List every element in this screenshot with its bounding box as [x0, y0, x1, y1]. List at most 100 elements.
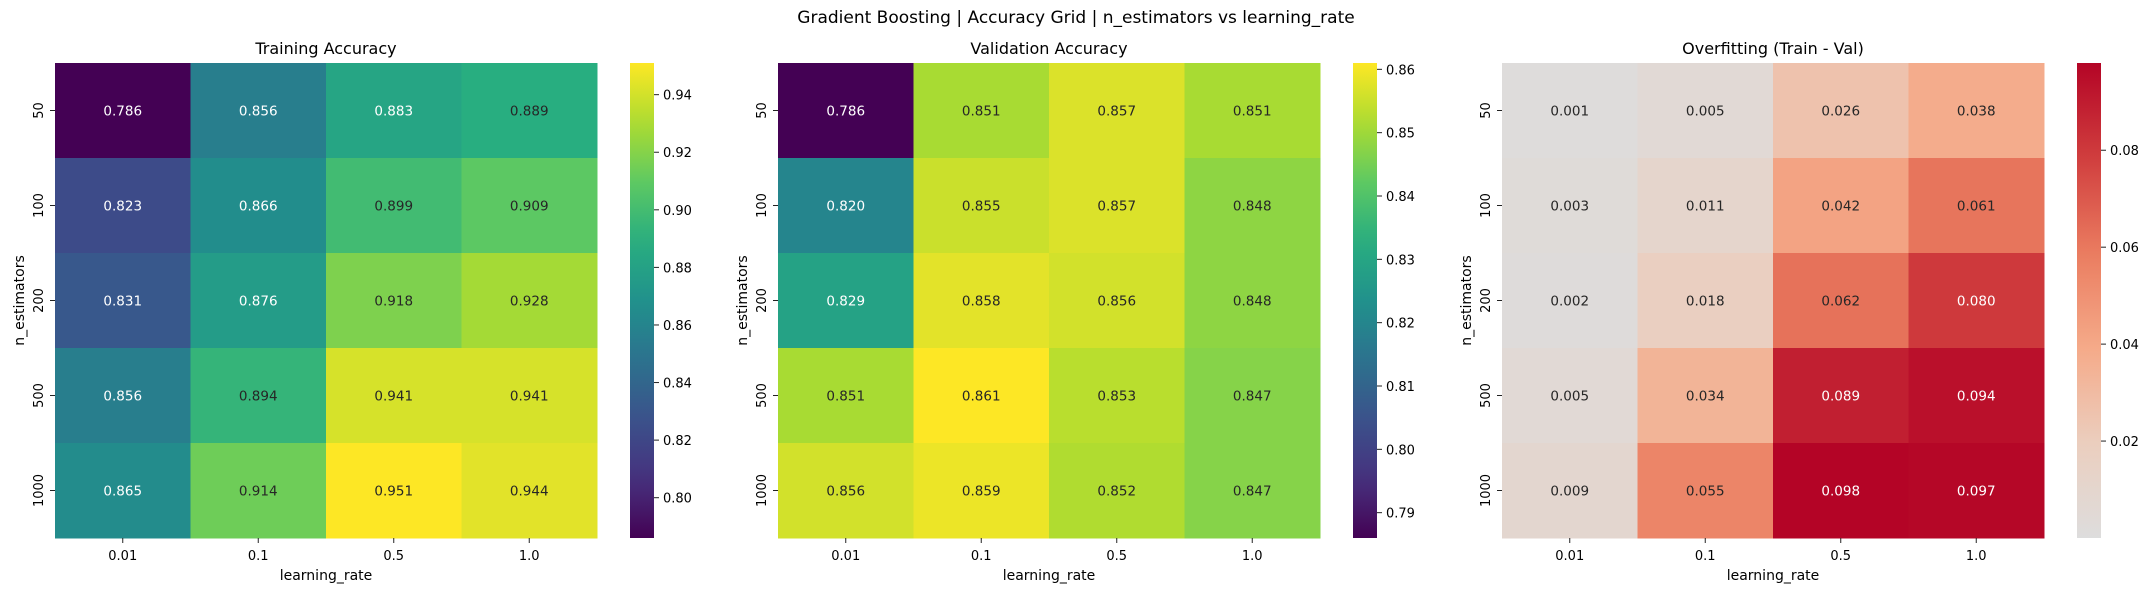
heatmap-cell [1502, 253, 1638, 349]
colorbar-tick-label: 0.79 [1386, 507, 1415, 522]
y-tick-label: 1000 [1479, 474, 1494, 507]
colorbar-tick-label: 0.90 [663, 204, 692, 219]
heatmap-cell [913, 348, 1050, 444]
y-tick-label: 1000 [755, 474, 770, 507]
panel-title: Validation Accuracy [970, 39, 1127, 58]
heatmap-cell [326, 158, 462, 254]
y-axis-label: n_estimators [12, 255, 28, 345]
heatmap-cell [1637, 348, 1774, 444]
heatmap-cell [778, 63, 914, 159]
cell-value-label: 0.061 [1957, 199, 1996, 215]
heatmap-cell [1773, 63, 1909, 159]
heatmap-cell [55, 253, 191, 349]
cell-value-label: 0.941 [374, 389, 413, 405]
heatmap-cell [190, 443, 327, 539]
cell-value-label: 0.914 [239, 484, 278, 500]
heatmap-cell [1502, 158, 1638, 254]
heatmap-cell [913, 443, 1050, 539]
colorbar-tick-label: 0.84 [1386, 190, 1415, 205]
cell-value-label: 0.856 [103, 389, 142, 405]
heatmap-cell [461, 63, 598, 159]
x-tick-label: 0.1 [971, 549, 992, 564]
colorbar-tick-label: 0.88 [663, 261, 692, 276]
x-tick-label: 0.1 [248, 549, 269, 564]
cell-value-label: 0.876 [239, 294, 278, 310]
heatmap-cell [778, 158, 914, 254]
cell-value-label: 0.034 [1686, 389, 1725, 405]
heatmap-cell [55, 348, 191, 444]
cell-value-label: 0.928 [510, 294, 549, 310]
colorbar-tick-label: 0.86 [1386, 63, 1415, 78]
x-tick-label: 0.5 [1830, 549, 1851, 564]
cell-value-label: 0.853 [1097, 389, 1136, 405]
heatmap-cell [1773, 348, 1909, 444]
y-axis-label: n_estimators [1459, 255, 1475, 345]
cell-value-label: 0.011 [1686, 199, 1725, 215]
heatmap-cell [55, 443, 191, 539]
cell-value-label: 0.941 [510, 389, 549, 405]
x-tick-label: 0.1 [1695, 549, 1716, 564]
cell-value-label: 0.005 [1550, 389, 1589, 405]
heatmap-cell [1049, 158, 1185, 254]
heatmap-cell [1502, 348, 1638, 444]
heatmap-cell [913, 63, 1050, 159]
y-tick-label: 100 [755, 193, 770, 218]
cell-value-label: 0.852 [1097, 484, 1136, 500]
heatmap-cell [913, 253, 1050, 349]
heatmap-panel-3: Overfitting (Train - Val) 0.001 0.005 0.026… [1459, 39, 2139, 584]
colorbar-tick-label: 0.04 [2110, 338, 2139, 353]
cell-value-label: 0.098 [1821, 484, 1860, 500]
heatmap-cell [1184, 443, 1321, 539]
heatmap-panel-1: Training Accuracy 0.786 0.856 0.883 0.889 0.8… [12, 39, 692, 584]
heatmap-cell [1908, 253, 2045, 349]
cell-value-label: 0.889 [510, 104, 549, 120]
cell-value-label: 0.856 [826, 484, 865, 500]
cell-value-label: 0.918 [374, 294, 413, 310]
y-tick-label: 50 [32, 102, 47, 119]
heatmap-cell [1773, 443, 1909, 539]
x-tick-label: 0.5 [383, 549, 404, 564]
y-tick-label: 500 [1479, 383, 1494, 408]
colorbar-tick-label: 0.80 [663, 492, 692, 507]
heatmap-cell [1049, 443, 1185, 539]
x-tick-label: 0.01 [108, 549, 137, 564]
cell-value-label: 0.851 [1233, 104, 1272, 120]
x-tick-label: 1.0 [519, 549, 540, 564]
colorbar-tick-label: 0.08 [2110, 144, 2139, 159]
y-axis-label: n_estimators [735, 255, 751, 345]
cell-value-label: 0.829 [826, 294, 865, 310]
cell-value-label: 0.097 [1957, 484, 1996, 500]
colorbar-tick-label: 0.82 [663, 434, 692, 449]
x-tick-label: 0.01 [831, 549, 860, 564]
cell-value-label: 0.005 [1686, 104, 1725, 120]
colorbar-tick-label: 0.83 [1386, 253, 1415, 268]
heatmap-cell [1637, 253, 1774, 349]
heatmap-cell [326, 63, 462, 159]
cell-value-label: 0.858 [962, 294, 1001, 310]
figure-title: Gradient Boosting | Accuracy Grid | n_es… [797, 8, 1354, 28]
colorbar-tick-label: 0.92 [663, 146, 692, 161]
cell-value-label: 0.894 [239, 389, 278, 405]
cell-value-label: 0.009 [1550, 484, 1589, 500]
colorbar-tick-label: 0.85 [1386, 127, 1415, 142]
heatmap-cell [1773, 158, 1909, 254]
x-axis-label: learning_rate [1003, 568, 1096, 584]
y-tick-label: 500 [32, 383, 47, 408]
colorbar-tick-label: 0.94 [663, 89, 692, 104]
heatmap-cell [1184, 158, 1321, 254]
heatmap-cell [190, 348, 327, 444]
colorbar-tick-label: 0.81 [1386, 380, 1415, 395]
colorbar-tick-label: 0.80 [1386, 443, 1415, 458]
cell-value-label: 0.899 [374, 199, 413, 215]
cell-value-label: 0.042 [1821, 199, 1860, 215]
y-tick-label: 100 [1479, 193, 1494, 218]
heatmap-cell [778, 443, 914, 539]
heatmap-cell [1908, 443, 2045, 539]
heatmap-cell [190, 253, 327, 349]
heatmap-cell [1637, 158, 1774, 254]
cell-value-label: 0.026 [1821, 104, 1860, 120]
colorbar-tick-label: 0.86 [663, 319, 692, 334]
cell-value-label: 0.866 [239, 199, 278, 215]
heatmap-cell [461, 443, 598, 539]
cell-value-label: 0.786 [103, 104, 142, 120]
